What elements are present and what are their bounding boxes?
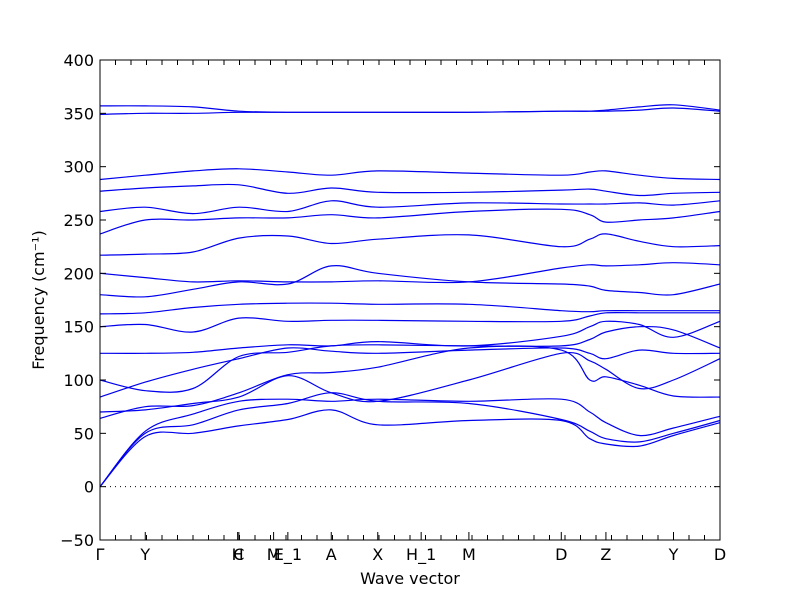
x-tick-label: Z xyxy=(600,545,611,564)
band-line xyxy=(99,302,720,315)
band-line xyxy=(99,398,721,488)
x-tick-label: Y xyxy=(668,545,679,564)
x-tick-label: H_1 xyxy=(406,545,436,565)
x-tick-label: A xyxy=(326,545,337,564)
x-tick-label: D xyxy=(555,545,567,564)
x-tick-label: M xyxy=(462,545,476,564)
x-tick-label: H xyxy=(232,545,244,564)
x-tick-label: X xyxy=(372,545,383,564)
y-tick-label: 400 xyxy=(63,51,94,70)
y-tick-label: 100 xyxy=(63,371,94,390)
band-lines xyxy=(99,104,721,488)
band-line xyxy=(99,233,721,256)
band-line xyxy=(99,208,721,235)
band-line xyxy=(99,409,721,488)
x-tick-label: C xyxy=(233,545,244,564)
y-tick-label: 150 xyxy=(63,318,94,337)
x-tick-label: E_1 xyxy=(274,545,302,565)
y-axis-ticks: −50 0 50 100 150 200 250 300 350 400 xyxy=(60,51,720,550)
x-tick-label: Γ xyxy=(96,545,105,564)
band-line xyxy=(99,345,721,419)
x-tick-label: M xyxy=(267,545,281,564)
y-tick-label: 200 xyxy=(63,264,94,283)
band-line xyxy=(99,168,721,181)
y-tick-label: 300 xyxy=(63,158,94,177)
band-line xyxy=(99,325,721,393)
plot-frame xyxy=(99,59,721,541)
band-line xyxy=(99,311,720,333)
band-line xyxy=(99,264,721,298)
y-tick-label: 350 xyxy=(63,104,94,123)
band-line xyxy=(99,351,721,413)
y-tick-label: 250 xyxy=(63,211,94,230)
band-line xyxy=(99,347,721,398)
y-tick-label: 0 xyxy=(84,478,94,497)
band-line xyxy=(99,262,721,284)
band-line xyxy=(99,320,721,354)
band-line xyxy=(99,392,721,488)
band-line xyxy=(99,104,721,113)
x-tick-label: Y xyxy=(139,545,150,564)
band-line xyxy=(99,200,721,215)
x-axis-label: Wave vector xyxy=(360,569,460,588)
band-line xyxy=(99,183,721,197)
x-axis-ticks: Γ Y HC ME_1 A X H_1 M D Z Y D xyxy=(96,60,726,565)
y-axis-label: Frequency (cm⁻¹) xyxy=(29,230,48,369)
x-tick-label: D xyxy=(714,545,726,564)
y-tick-label: −50 xyxy=(60,531,94,550)
y-tick-label: 50 xyxy=(74,424,94,443)
